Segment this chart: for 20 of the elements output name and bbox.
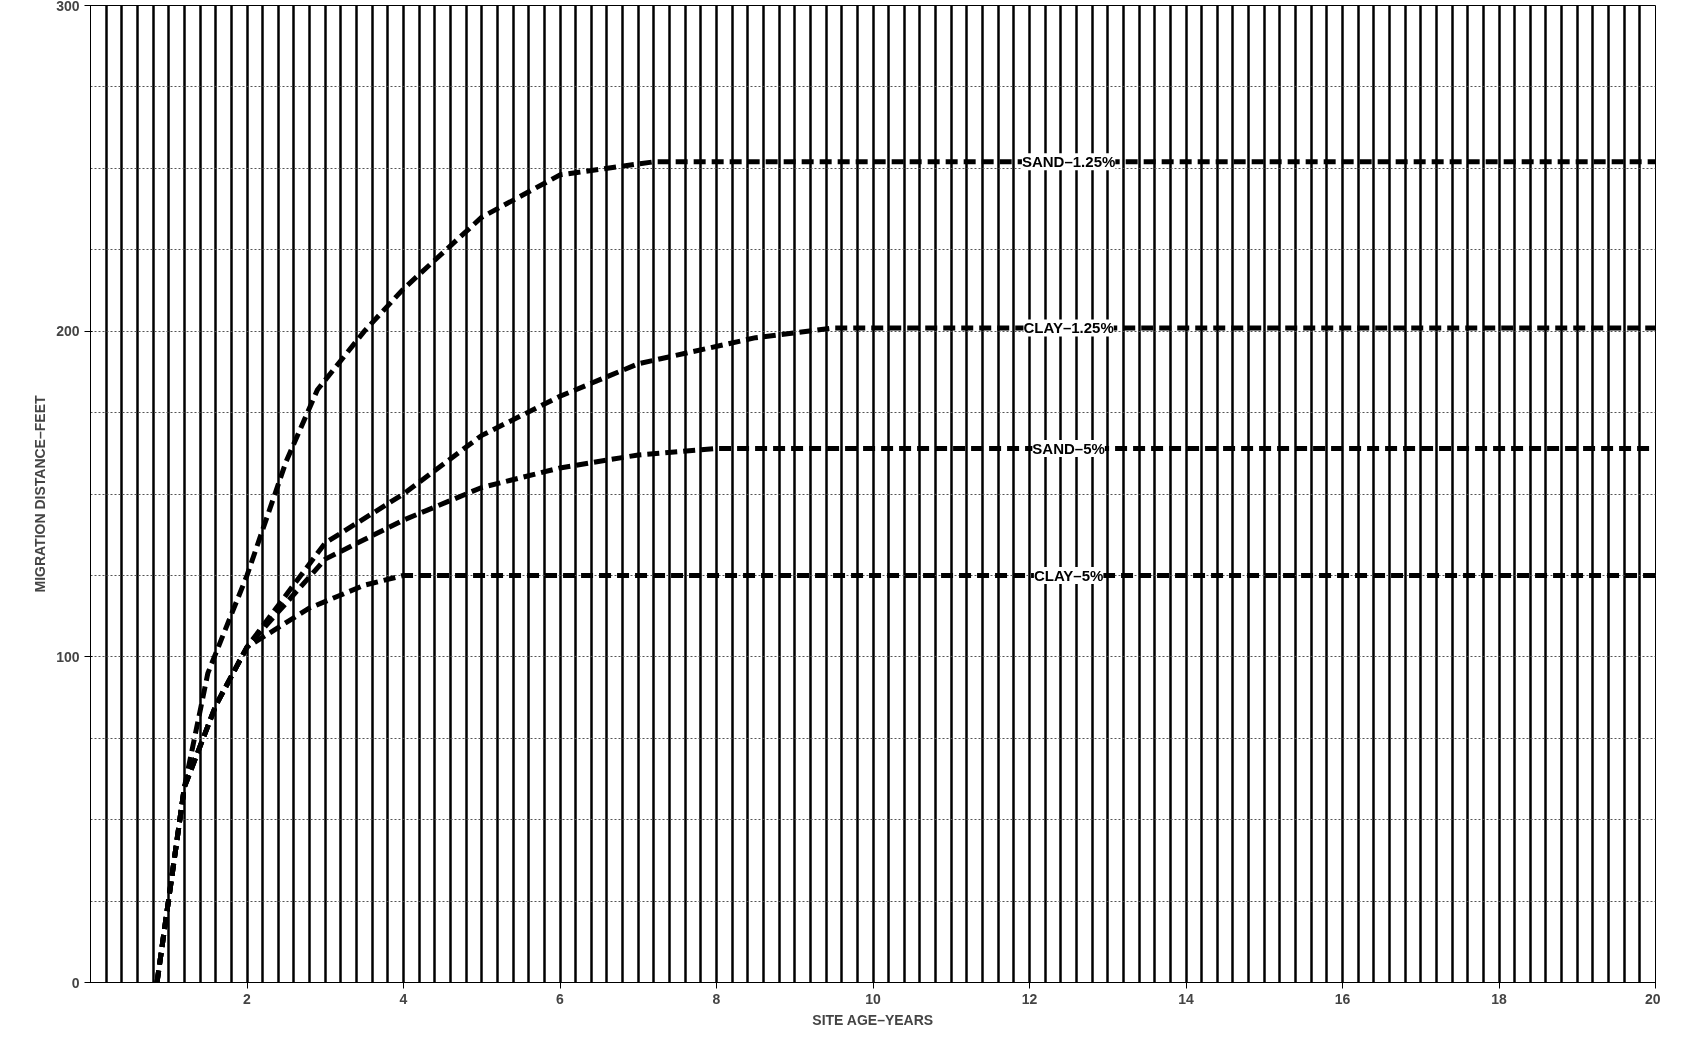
x-tick-label: 12 [1021,990,1038,1007]
series-label: SAND–5% [1032,439,1105,457]
y-tick-label: 300 [56,0,80,14]
y-tick-label: 200 [56,323,80,340]
x-tick-label: 20 [1644,990,1661,1007]
x-tick-label: 2 [243,990,252,1007]
series-label: CLAY–5% [1033,566,1104,584]
x-tick-label: 16 [1334,990,1351,1007]
x-tick-label: 4 [399,990,408,1007]
x-tick-label: 6 [556,990,565,1007]
y-tick-label: 100 [56,648,80,665]
x-tick-label: 14 [1178,990,1194,1007]
x-tick-label: 8 [712,990,721,1007]
y-tick-label: 0 [71,974,80,991]
series-label: CLAY–1.25% [1023,319,1114,337]
x-tick-label: 10 [865,990,881,1007]
y-axis-title: MIGRATION DISTANCE–FEET [32,395,49,593]
x-axis-title: SITE AGE–YEARS [812,1011,934,1028]
series-label: SAND–1.25% [1021,153,1116,171]
x-tick-label: 18 [1491,990,1507,1007]
